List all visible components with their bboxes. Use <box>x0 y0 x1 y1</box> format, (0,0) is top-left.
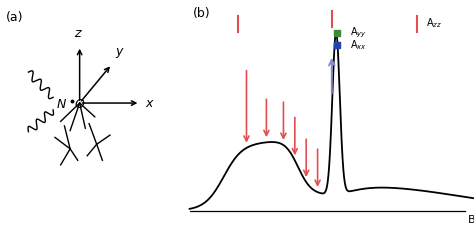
Text: A$_{xx}$: A$_{xx}$ <box>350 38 367 52</box>
Text: O: O <box>75 98 84 111</box>
Text: x: x <box>145 97 153 109</box>
Text: N: N <box>57 98 66 111</box>
Text: A$_{yy}$: A$_{yy}$ <box>350 26 367 40</box>
Text: B$_0$: B$_0$ <box>467 213 474 227</box>
Text: z: z <box>73 27 80 40</box>
Text: y: y <box>116 45 123 58</box>
Text: A$_{zz}$: A$_{zz}$ <box>426 16 442 30</box>
Text: (b): (b) <box>192 7 210 20</box>
Text: (a): (a) <box>6 11 23 25</box>
